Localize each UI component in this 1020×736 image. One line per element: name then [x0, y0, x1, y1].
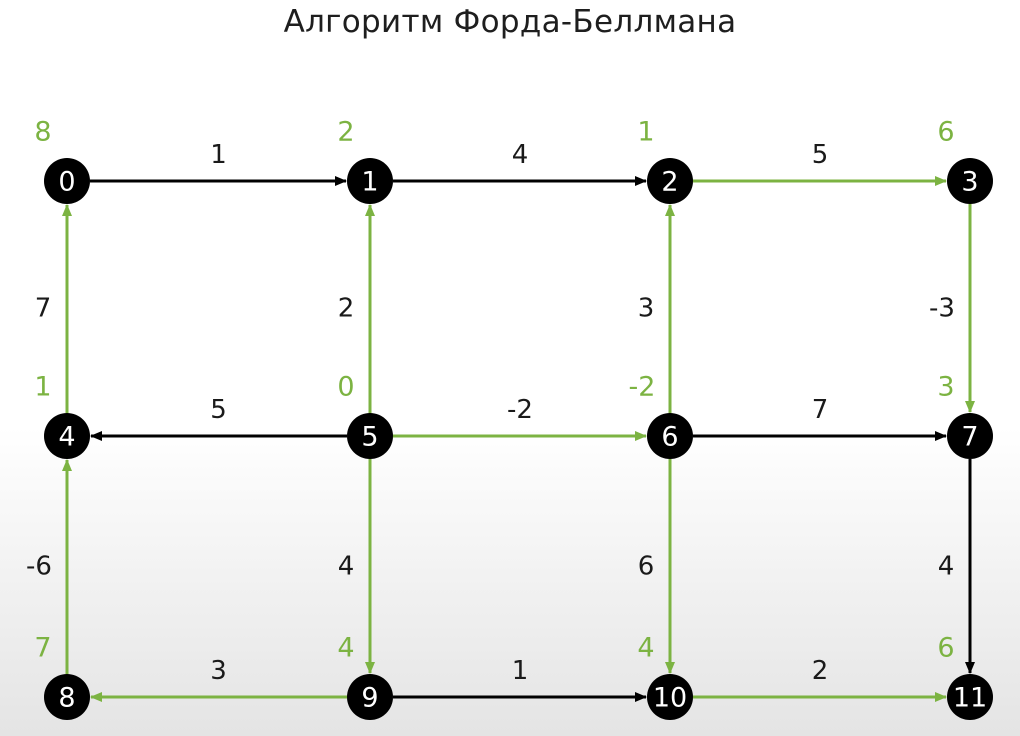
- node-label-2: 2: [661, 167, 678, 198]
- node-0: 0: [44, 158, 90, 204]
- node-distance-9: 4: [337, 633, 354, 664]
- node-distance-5: 0: [337, 372, 354, 403]
- nodes-layer: 0 1 2 34 5 6 78 9 10 11: [44, 158, 993, 720]
- node-label-11: 11: [953, 683, 987, 714]
- node-7: 7: [947, 413, 993, 459]
- edge-weight-9-10: 1: [512, 656, 529, 686]
- edge-weight-5-4: 5: [210, 395, 227, 425]
- node-distance-6: -2: [629, 372, 656, 403]
- node-circle-6: [647, 413, 693, 459]
- node-label-3: 3: [961, 167, 978, 198]
- node-label-7: 7: [961, 422, 978, 453]
- edge-weight-6-10: 6: [638, 552, 655, 582]
- node-circle-4: [44, 413, 90, 459]
- node-circle-3: [947, 158, 993, 204]
- edge-weight-10-11: 2: [812, 656, 829, 686]
- edge-weight-6-2: 3: [638, 294, 655, 324]
- node-2: 2: [647, 158, 693, 204]
- edge-weight-8-4: -6: [26, 552, 52, 582]
- edge-weight-0-1: 1: [210, 140, 227, 170]
- node-1: 1: [347, 158, 393, 204]
- node-8: 8: [44, 674, 90, 720]
- node-5: 5: [347, 413, 393, 459]
- edge-weight-5-1: 2: [338, 294, 355, 324]
- node-9: 9: [347, 674, 393, 720]
- node-label-8: 8: [58, 683, 75, 714]
- node-label-10: 10: [653, 683, 687, 714]
- node-6: 6: [647, 413, 693, 459]
- node-distance-1: 2: [337, 117, 354, 148]
- node-distance-8: 7: [34, 633, 51, 664]
- node-distance-7: 3: [937, 372, 954, 403]
- node-4: 4: [44, 413, 90, 459]
- node-label-1: 1: [361, 167, 378, 198]
- node-circle-9: [347, 674, 393, 720]
- edge-weight-4-0: 7: [35, 294, 52, 324]
- edge-weight-3-7: -3: [929, 294, 955, 324]
- edge-weight-5-9: 4: [338, 552, 355, 582]
- weights-layer: 1 4 57 2 3 -35 -2 7-6 4 6 43 1 2: [26, 140, 955, 686]
- edge-weight-6-7: 7: [812, 395, 829, 425]
- node-label-5: 5: [361, 422, 378, 453]
- edge-weight-2-3: 5: [812, 140, 829, 170]
- node-circle-0: [44, 158, 90, 204]
- node-circle-7: [947, 413, 993, 459]
- distances-layer: 8 2 1 61 0 -2 37 4 4 6: [34, 117, 954, 664]
- diagram-title: Алгоритм Форда-Беллмана: [283, 4, 737, 40]
- node-distance-10: 4: [637, 633, 654, 664]
- node-distance-4: 1: [34, 372, 51, 403]
- node-distance-0: 8: [34, 117, 51, 148]
- edge-weight-1-2: 4: [512, 140, 529, 170]
- node-circle-10: [647, 674, 693, 720]
- node-label-0: 0: [58, 167, 75, 198]
- node-circle-11: [947, 674, 993, 720]
- node-10: 10: [647, 674, 693, 720]
- node-distance-11: 6: [937, 633, 954, 664]
- node-3: 3: [947, 158, 993, 204]
- node-circle-2: [647, 158, 693, 204]
- edge-weight-9-8: 3: [210, 656, 227, 686]
- node-label-4: 4: [58, 422, 75, 453]
- node-distance-3: 6: [937, 117, 954, 148]
- node-label-9: 9: [361, 683, 378, 714]
- node-label-6: 6: [661, 422, 678, 453]
- node-distance-2: 1: [637, 117, 654, 148]
- node-circle-8: [44, 674, 90, 720]
- edge-weight-5-6: -2: [507, 395, 533, 425]
- node-circle-5: [347, 413, 393, 459]
- node-circle-1: [347, 158, 393, 204]
- node-11: 11: [947, 674, 993, 720]
- edge-weight-7-11: 4: [938, 552, 955, 582]
- edges-layer: [62, 176, 975, 702]
